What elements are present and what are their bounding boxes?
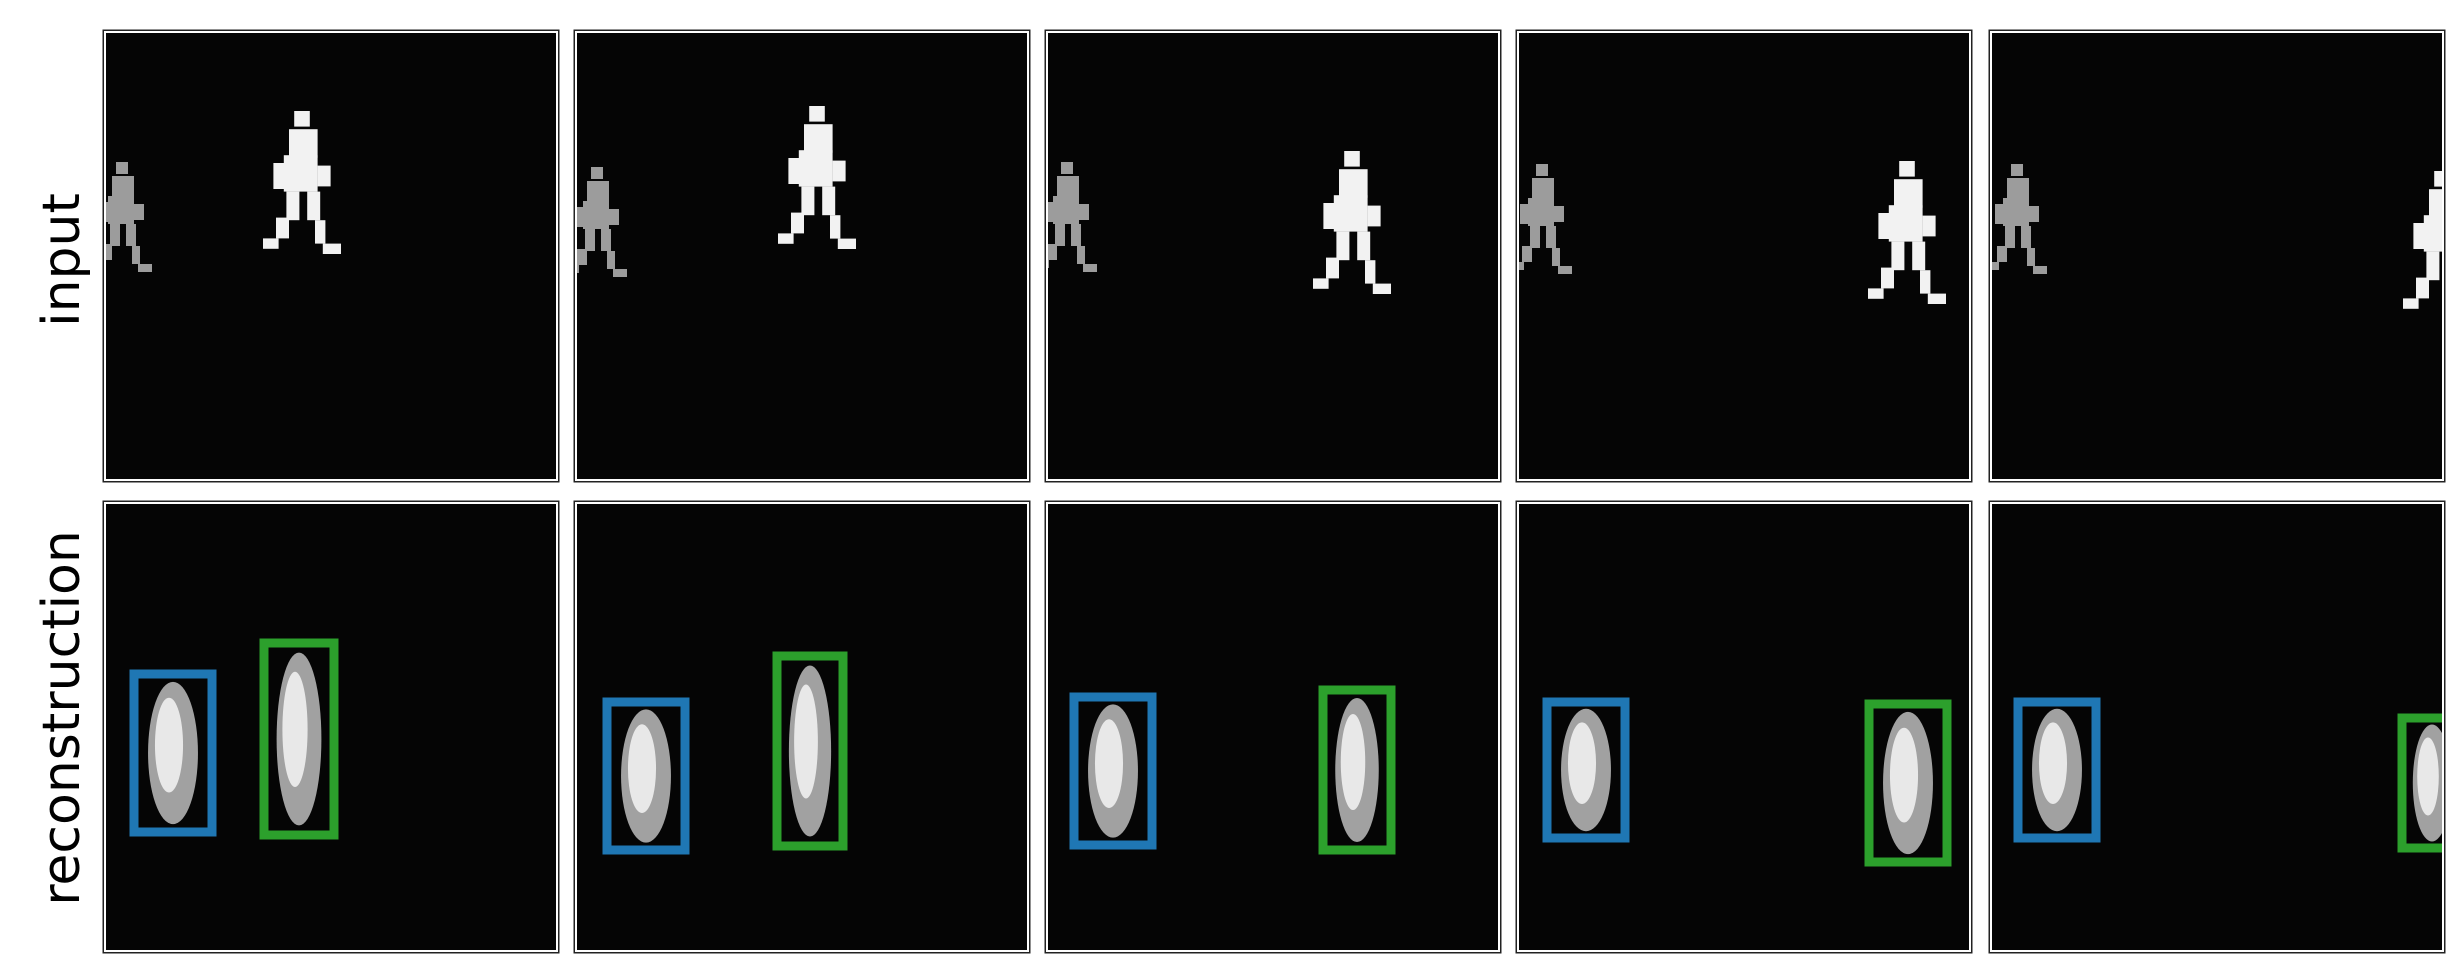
input-frame-3 xyxy=(1046,31,1500,481)
reconstruction-frame-4 xyxy=(1517,502,1971,952)
reconstructed-figure-2 xyxy=(2412,724,2442,842)
reconstructed-figure-1 xyxy=(621,709,671,843)
bounding-box-object-1 xyxy=(129,669,217,837)
frame-image xyxy=(577,106,856,277)
bounding-box-object-1 xyxy=(2013,697,2101,843)
frame-image xyxy=(2013,697,2442,853)
walker-figure-2 xyxy=(778,106,856,249)
bounding-box-object-2 xyxy=(1864,699,1952,867)
walker-figure-1 xyxy=(1519,164,1572,274)
bounding-box-object-2 xyxy=(772,651,848,851)
walker-figure-2 xyxy=(1313,151,1391,294)
frame-image xyxy=(1048,151,1391,294)
walker-figure-1 xyxy=(106,162,152,272)
reconstructed-figure-1 xyxy=(2032,708,2082,832)
reconstruction-frame-5 xyxy=(1990,502,2444,952)
frame-image xyxy=(1542,697,1952,867)
input-frame-2 xyxy=(575,31,1029,481)
bounding-box-object-2 xyxy=(2397,713,2442,853)
walker-figure-1 xyxy=(1992,164,2047,274)
frame-image xyxy=(106,111,341,272)
walker-figure-2 xyxy=(263,111,341,254)
input-frame-1 xyxy=(104,31,558,481)
frame-image xyxy=(1069,685,1396,855)
reconstruction-frame-1 xyxy=(104,502,558,952)
reconstructed-figure-2 xyxy=(1883,711,1933,855)
bounding-box-object-1 xyxy=(1542,697,1630,843)
bounding-box-object-1 xyxy=(602,697,690,855)
frame-image xyxy=(602,651,848,855)
input-frame-4 xyxy=(1517,31,1971,481)
walker-figure-1 xyxy=(577,167,627,277)
bounding-box-object-1 xyxy=(1069,692,1157,850)
walker-figure-2 xyxy=(2403,171,2442,309)
frame-image xyxy=(129,638,339,840)
frame-image xyxy=(1992,164,2442,309)
reconstructed-figure-2 xyxy=(1335,698,1379,842)
row-label-input: input xyxy=(32,193,92,327)
walker-figure-2 xyxy=(1868,161,1946,304)
bounding-box-object-2 xyxy=(259,638,339,840)
reconstructed-figure-2 xyxy=(788,665,832,837)
walker-figure-1 xyxy=(1048,162,1097,272)
frame-image xyxy=(1519,161,1946,304)
reconstructed-figure-1 xyxy=(1561,708,1611,832)
reconstruction-frame-2 xyxy=(575,502,1029,952)
reconstructed-figure-1 xyxy=(148,681,198,825)
reconstructed-figure-1 xyxy=(1088,704,1138,838)
reconstruction-frame-3 xyxy=(1046,502,1500,952)
reconstructed-figure-2 xyxy=(276,652,322,826)
row-label-reconstruction: reconstruction xyxy=(32,530,92,906)
input-frame-5 xyxy=(1990,31,2444,481)
bounding-box-object-2 xyxy=(1318,685,1396,855)
